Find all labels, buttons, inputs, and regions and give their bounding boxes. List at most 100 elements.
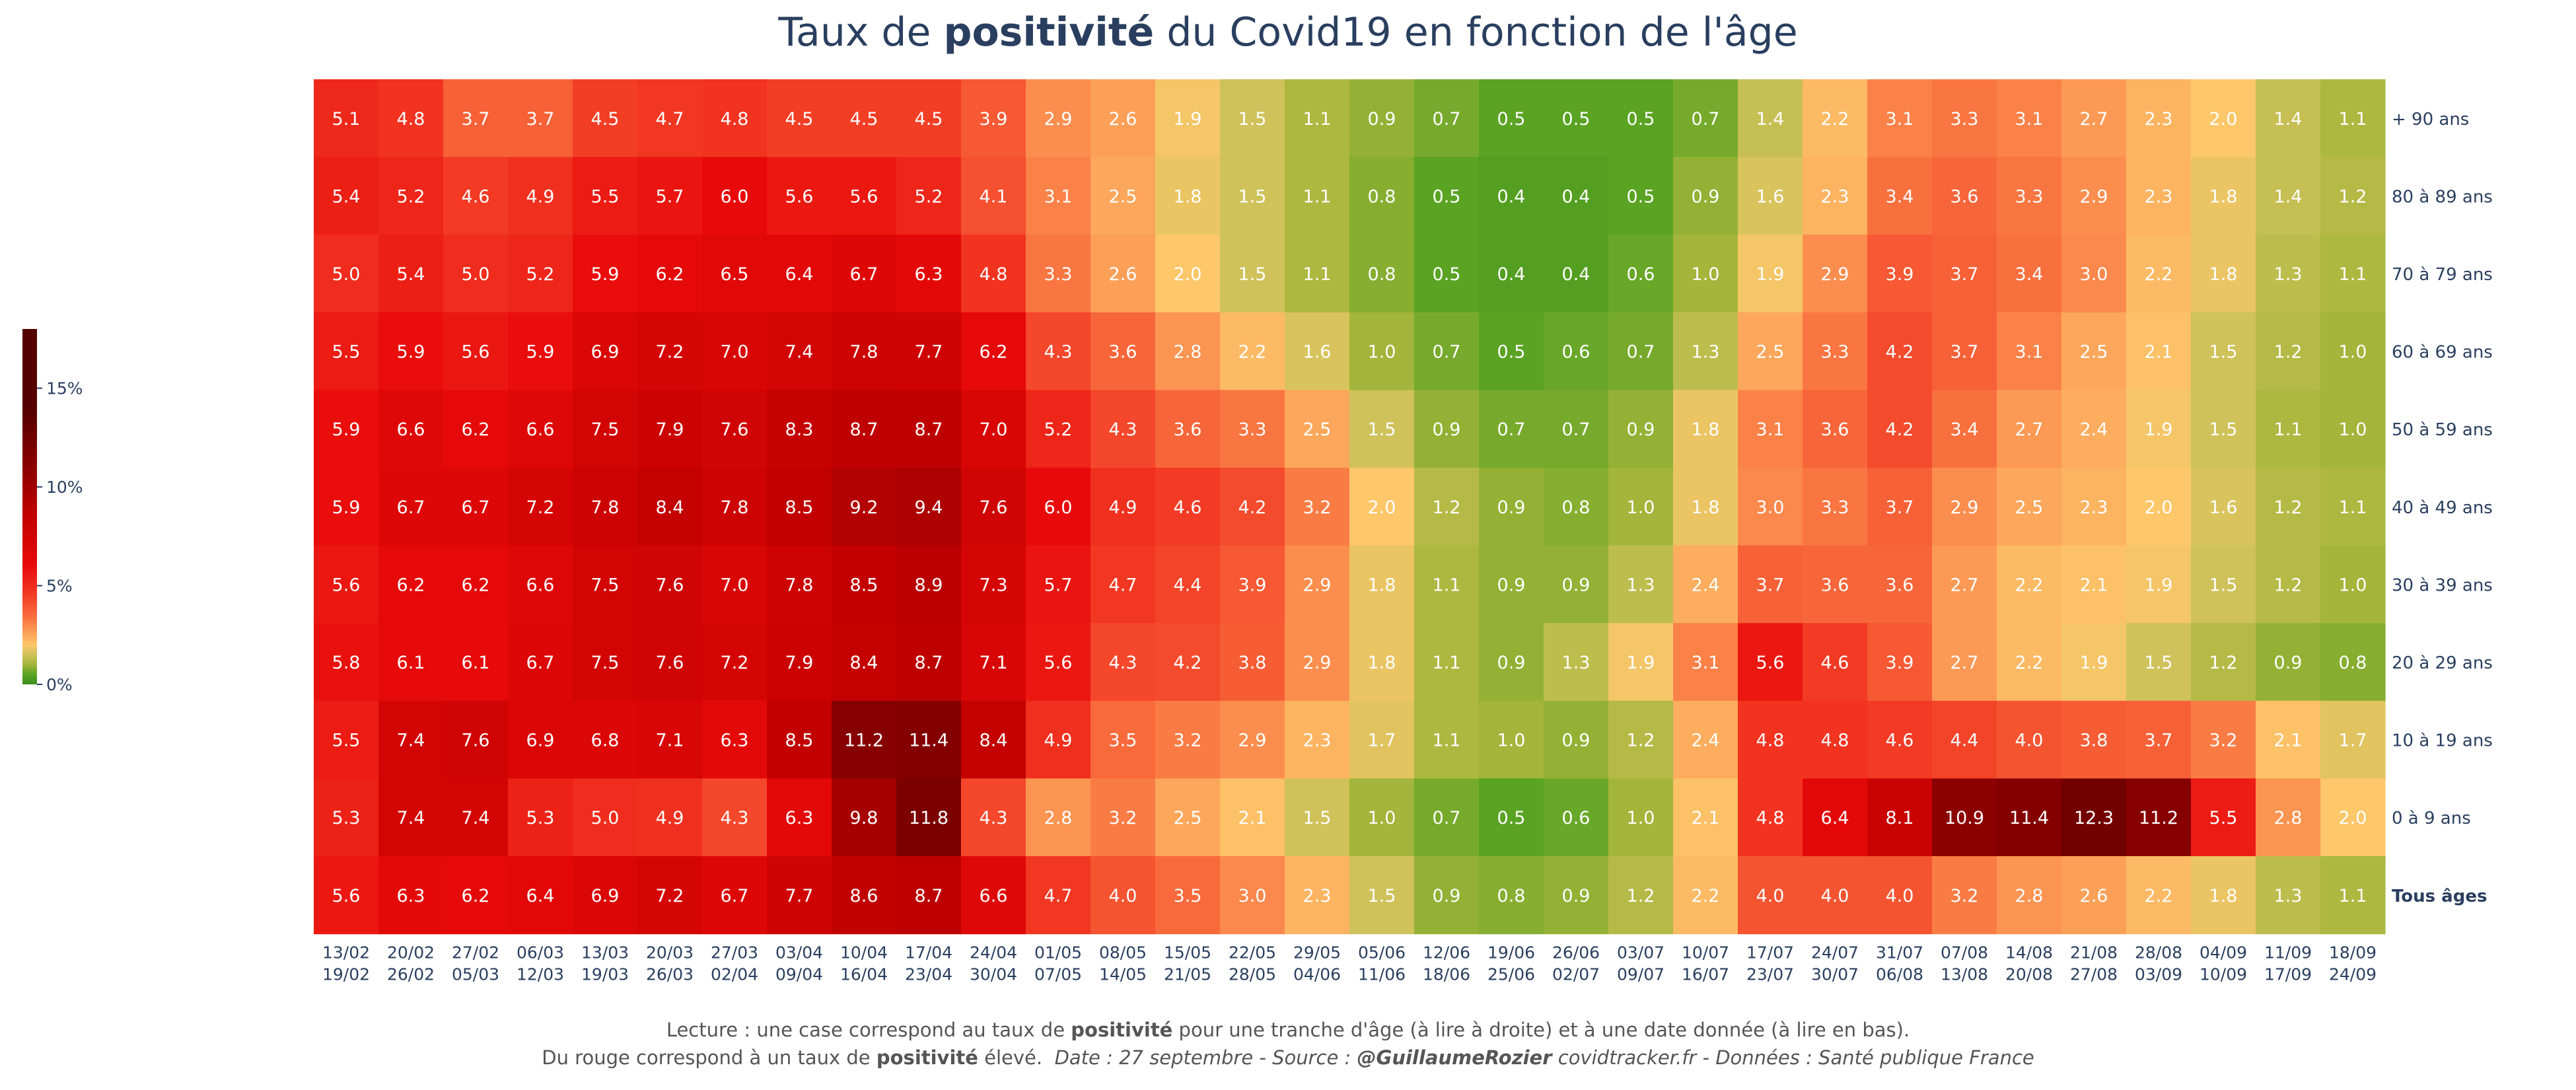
cell-value-label: 2.5 [2080, 342, 2108, 363]
heatmap-cell [314, 79, 379, 158]
heatmap-cell [1932, 235, 1997, 313]
cell-value-label: 1.5 [1368, 419, 1396, 440]
cell-value-label: 3.7 [1950, 342, 1979, 363]
heatmap-cell [314, 390, 379, 468]
cell-value-label: 3.9 [1238, 575, 1267, 595]
heatmap-cell [767, 700, 832, 779]
cell-value-label: 4.0 [1886, 886, 1914, 906]
heatmap-cell [1867, 856, 1933, 935]
column-label-end: 26/02 [387, 965, 435, 984]
cell-value-label: 3.9 [980, 109, 1008, 129]
heatmap-cell [2126, 390, 2192, 468]
cell-value-label: 3.8 [2080, 731, 2108, 751]
cell-value-label: 0.7 [1433, 808, 1461, 828]
cell-value-label: 5.3 [526, 808, 555, 828]
cell-value-label: 8.7 [915, 886, 943, 906]
cell-value-label: 2.6 [2080, 886, 2108, 906]
heatmap-cell [1544, 390, 1609, 468]
heatmap-cell [573, 79, 638, 158]
cell-value-label: 3.5 [1109, 731, 1137, 751]
heatmap-cell [1738, 468, 1803, 546]
heatmap-cell [1026, 778, 1091, 857]
cell-value-label: 3.6 [1109, 342, 1137, 363]
column-label-end: 07/05 [1034, 965, 1082, 984]
cell-value-label: 6.8 [591, 731, 620, 751]
cell-value-label: 2.8 [1174, 342, 1202, 363]
column-label-end: 23/04 [905, 965, 952, 984]
heatmap-cell [2191, 545, 2256, 624]
column-label-end: 02/07 [1552, 965, 1600, 984]
heatmap-cell [832, 778, 897, 857]
cell-value-label: 5.6 [785, 186, 814, 207]
cell-value-label: 2.9 [1303, 575, 1332, 595]
heatmap-cell [1608, 778, 1674, 857]
heatmap-cell [1479, 79, 1544, 158]
heatmap-cell [508, 390, 573, 468]
colorbar [22, 329, 37, 684]
heatmap-cell [2126, 623, 2192, 702]
heatmap-cell [2061, 468, 2127, 546]
heatmap-cell [573, 700, 638, 779]
cell-value-label: 5.7 [1044, 575, 1073, 595]
cell-value-label: 6.7 [397, 497, 425, 518]
cell-value-label: 1.5 [1238, 109, 1267, 129]
heatmap-cell [1738, 79, 1803, 158]
heatmap-cell [961, 778, 1026, 857]
cell-value-label: 3.0 [1756, 497, 1785, 518]
heatmap-cell [702, 856, 768, 935]
row-label: Tous âges [2392, 887, 2487, 906]
heatmap-cell [1608, 157, 1674, 235]
cell-value-label: 0.5 [1627, 109, 1655, 129]
heatmap-cell [896, 856, 962, 935]
cell-value-label: 1.5 [1238, 186, 1267, 207]
heatmap-cell [637, 235, 703, 313]
cell-value-label: 3.4 [1886, 186, 1914, 207]
heatmap-cell [1673, 623, 1738, 702]
heatmap-cell [2061, 778, 2127, 857]
heatmap-cell [1479, 545, 1544, 624]
heatmap-cell [767, 390, 832, 468]
cell-value-label: 0.7 [1627, 342, 1655, 363]
cell-value-label: 1.0 [1692, 264, 1720, 285]
column-label-end: 30/04 [970, 965, 1017, 984]
column-label-start: 14/08 [2005, 943, 2053, 963]
cell-value-label: 2.3 [2145, 186, 2173, 207]
cell-value-label: 8.3 [785, 419, 814, 440]
cell-value-label: 1.9 [2145, 419, 2173, 440]
heatmap-cell [2126, 856, 2192, 935]
cell-value-label: 6.6 [397, 419, 425, 440]
cell-value-label: 1.3 [2274, 264, 2303, 285]
cell-value-label: 1.1 [1433, 731, 1461, 751]
heatmap-cell [1155, 545, 1221, 624]
heatmap-cell [1155, 79, 1221, 158]
column-label-end: 30/07 [1811, 965, 1859, 984]
cell-value-label: 7.3 [980, 575, 1008, 595]
cell-value-label: 6.3 [721, 731, 749, 751]
cell-value-label: 2.3 [1303, 731, 1332, 751]
cell-value-label: 3.7 [526, 109, 555, 129]
cell-value-label: 1.2 [2274, 575, 2303, 595]
cell-value-label: 3.7 [1950, 264, 1979, 285]
heatmap-cell [1997, 623, 2062, 702]
cell-value-label: 1.1 [1303, 264, 1332, 285]
heatmap-cell [443, 468, 509, 546]
heatmap-cell [961, 623, 1026, 702]
cell-value-label: 4.6 [1174, 497, 1202, 518]
cell-value-label: 3.1 [1044, 186, 1073, 207]
cell-value-label: 6.9 [591, 342, 620, 363]
heatmap-cell [1673, 468, 1738, 546]
column-label-end: 09/04 [775, 965, 823, 984]
cell-value-label: 0.9 [1433, 419, 1461, 440]
heatmap-cell [702, 623, 768, 702]
heatmap-cell [1738, 390, 1803, 468]
cell-value-label: 1.1 [2339, 886, 2367, 906]
cell-value-label: 3.3 [1821, 342, 1849, 363]
column-label-end: 19/03 [581, 965, 629, 984]
cell-value-label: 0.9 [1692, 186, 1720, 207]
cell-value-label: 1.4 [2274, 109, 2303, 129]
cell-value-label: 5.6 [462, 342, 490, 363]
heatmap-cell [1544, 79, 1609, 158]
heatmap-cell [1349, 468, 1415, 546]
cell-value-label: 1.8 [2209, 186, 2238, 207]
cell-value-label: 7.9 [785, 653, 814, 673]
